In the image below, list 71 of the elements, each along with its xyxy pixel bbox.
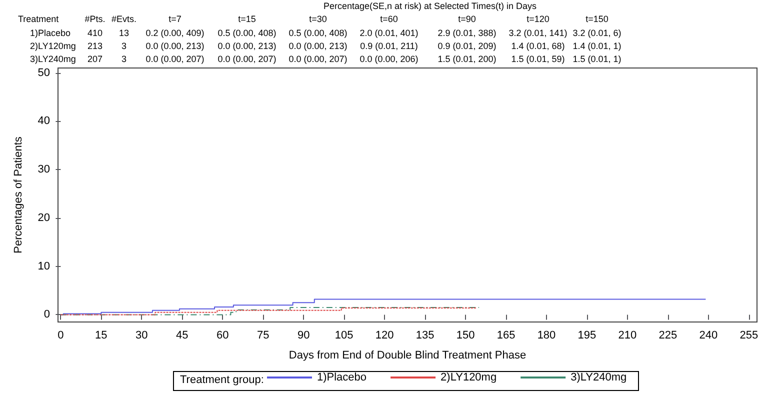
text: 3)LY240mg xyxy=(30,54,76,64)
text: 3.2 (0.01, 6) xyxy=(572,28,622,38)
legend-label: 1)Placebo xyxy=(317,372,367,384)
text: 1.5 (0.01, 59) xyxy=(511,54,565,64)
text: t=15 xyxy=(238,14,256,24)
text: 0.9 (0.01, 211) xyxy=(360,41,418,51)
text: #Evts. xyxy=(111,14,137,24)
legend-title: Treatment group: xyxy=(180,374,264,386)
x-axis-title: Days from End of Double Blind Treatment Phase xyxy=(288,350,526,362)
text: 0.0 (0.00, 213) xyxy=(218,41,276,51)
x-tick-label: 75 xyxy=(256,330,270,342)
text: 0.0 (0.00, 207) xyxy=(146,54,204,64)
x-tick-label: 210 xyxy=(618,330,637,342)
text: Percentage(SE,n at risk) at Selected Times(t) in Days xyxy=(323,1,537,11)
y-tick-label: 20 xyxy=(38,212,50,224)
text: 1.4 (0.01, 68) xyxy=(511,41,565,51)
text: 3.2 (0.01, 141) xyxy=(508,28,568,38)
text: 2.0 (0.01, 401) xyxy=(360,28,418,38)
text: 13 xyxy=(118,28,130,38)
x-tick-label: 180 xyxy=(537,330,556,342)
text: 0.9 (0.01, 209) xyxy=(438,41,496,51)
y-tick-label: 10 xyxy=(38,260,50,272)
legend-label: 3)LY240mg xyxy=(570,372,627,384)
text: 2.9 (0.01, 388) xyxy=(438,28,496,38)
text: 3 xyxy=(121,41,127,51)
legend-label: 2)LY120mg xyxy=(440,372,497,384)
x-tick-label: 0 xyxy=(58,330,64,342)
text: 1.5 (0.01, 1) xyxy=(572,54,622,64)
text: 207 xyxy=(87,54,103,64)
text: 0.0 (0.00, 207) xyxy=(288,54,348,64)
text: t=60 xyxy=(380,14,398,24)
x-tick-label: 90 xyxy=(297,330,310,342)
x-tick-label: 150 xyxy=(456,330,475,342)
text: 3 xyxy=(121,54,127,64)
text: t=7 xyxy=(168,14,182,24)
x-tick-label: 30 xyxy=(136,330,148,342)
y-tick-label: 50 xyxy=(38,66,50,79)
x-tick-label: 120 xyxy=(375,330,394,342)
text: t=90 xyxy=(458,14,476,24)
x-tick-label: 225 xyxy=(658,330,678,342)
x-tick-label: 45 xyxy=(176,330,188,342)
text: 0.0 (0.00, 206) xyxy=(360,54,418,64)
text: 0.5 (0.00, 408) xyxy=(218,28,276,38)
text: 1.4 (0.01, 1) xyxy=(572,41,622,51)
x-tick-label: 240 xyxy=(699,330,718,342)
x-tick-label: 135 xyxy=(416,330,434,342)
x-tick-label: 165 xyxy=(496,330,516,342)
x-tick-label: 105 xyxy=(334,330,354,342)
text: 0.0 (0.00, 213) xyxy=(288,41,348,51)
y-axis-title: Percentages of Patients xyxy=(12,136,24,254)
text: 0.0 (0.00, 213) xyxy=(146,41,204,51)
text: t=30 xyxy=(309,14,327,24)
x-tick-label: 15 xyxy=(95,330,108,342)
text: 2)LY120mg xyxy=(30,41,76,51)
text: 1.5 (0.01, 200) xyxy=(438,54,496,64)
x-tick-label: 60 xyxy=(216,330,229,342)
text: 0.0 (0.00, 207) xyxy=(218,54,276,64)
text: 213 xyxy=(87,41,103,51)
text: #Pts. xyxy=(84,14,106,24)
x-tick-label: 195 xyxy=(578,330,596,342)
text: 0.2 (0.00, 409) xyxy=(146,28,204,38)
y-tick-label: 30 xyxy=(38,164,50,176)
text: 0.5 (0.00, 408) xyxy=(288,28,348,38)
text: t=120 xyxy=(526,14,550,24)
x-tick-label: 255 xyxy=(740,330,758,342)
y-tick-label: 0 xyxy=(44,308,50,321)
text: t=150 xyxy=(586,14,608,24)
text: Treatment xyxy=(18,14,59,24)
text: 410 xyxy=(87,28,103,38)
text: 1)Placebo xyxy=(30,28,71,38)
y-tick-label: 40 xyxy=(38,115,50,128)
